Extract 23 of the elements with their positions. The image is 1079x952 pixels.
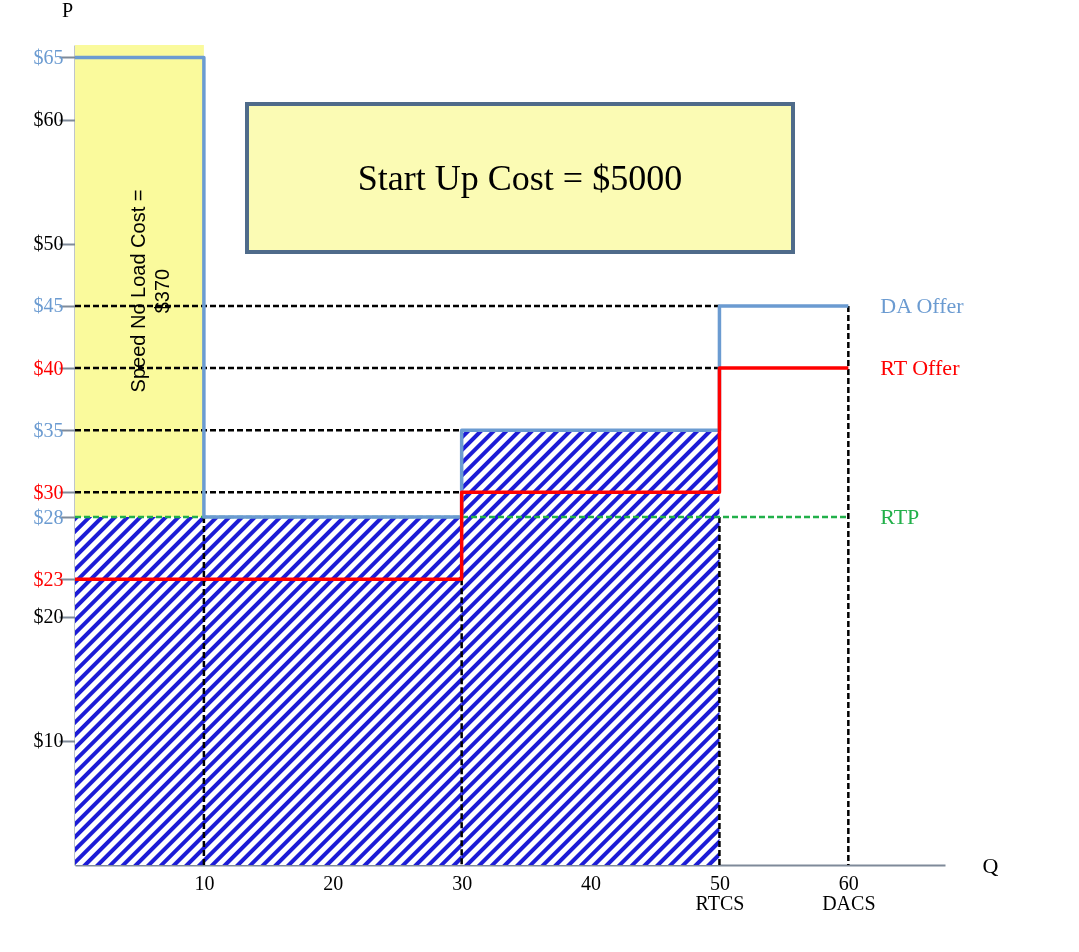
- y-tick-label: $20: [33, 605, 64, 628]
- y-tick-label: $60: [33, 108, 64, 131]
- x-tick-label: 10: [194, 871, 215, 894]
- y-tick-label: $35: [33, 418, 64, 441]
- series-label: RT Offer: [880, 355, 961, 381]
- y-axis-title: P: [61, 0, 74, 21]
- y-tick-label: $28: [33, 505, 64, 528]
- x-tick-label: 60 DACS: [822, 871, 876, 914]
- note-box: Start Up Cost = $5000: [244, 102, 796, 255]
- y-tick-label: $45: [33, 294, 64, 317]
- y-tick-label: $40: [33, 356, 64, 379]
- y-tick-label: $23: [33, 567, 64, 590]
- series-label: RTP: [880, 504, 920, 530]
- x-tick-label: 40: [581, 871, 602, 894]
- x-axis-title: Q: [982, 852, 999, 878]
- y-tick-label: $65: [33, 45, 64, 68]
- series-label: DA Offer: [880, 292, 965, 318]
- y-tick-label: $10: [33, 729, 64, 752]
- x-tick-label: 20: [323, 871, 344, 894]
- y-tick-label: $50: [33, 232, 64, 255]
- x-tick-label: 50 RTCS: [695, 871, 745, 914]
- x-tick-label: 30: [452, 871, 473, 894]
- y-tick-label: $30: [33, 480, 64, 503]
